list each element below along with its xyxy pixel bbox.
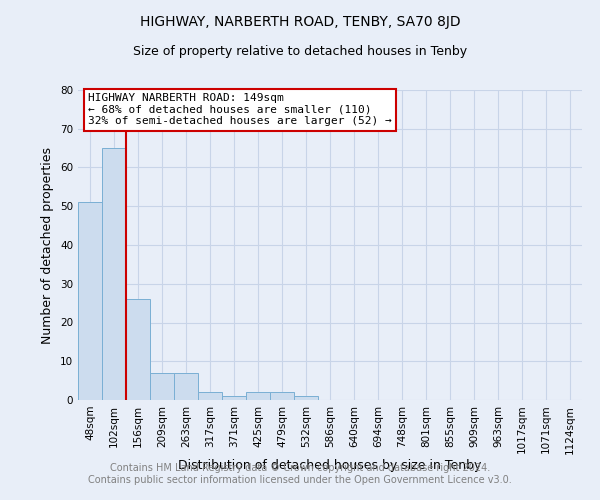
Bar <box>174 373 198 400</box>
Y-axis label: Number of detached properties: Number of detached properties <box>41 146 55 344</box>
Bar <box>294 396 318 400</box>
Bar <box>78 202 102 400</box>
Text: HIGHWAY NARBERTH ROAD: 149sqm
← 68% of detached houses are smaller (110)
32% of : HIGHWAY NARBERTH ROAD: 149sqm ← 68% of d… <box>88 93 392 126</box>
Text: Size of property relative to detached houses in Tenby: Size of property relative to detached ho… <box>133 45 467 58</box>
Bar <box>246 392 270 400</box>
Bar <box>198 392 222 400</box>
Bar <box>222 396 246 400</box>
Bar <box>126 299 150 400</box>
Bar <box>102 148 126 400</box>
Text: Contains HM Land Registry data © Crown copyright and database right 2024.
Contai: Contains HM Land Registry data © Crown c… <box>88 464 512 485</box>
Bar <box>270 392 294 400</box>
Bar <box>150 373 174 400</box>
Text: HIGHWAY, NARBERTH ROAD, TENBY, SA70 8JD: HIGHWAY, NARBERTH ROAD, TENBY, SA70 8JD <box>140 15 460 29</box>
X-axis label: Distribution of detached houses by size in Tenby: Distribution of detached houses by size … <box>178 459 482 472</box>
